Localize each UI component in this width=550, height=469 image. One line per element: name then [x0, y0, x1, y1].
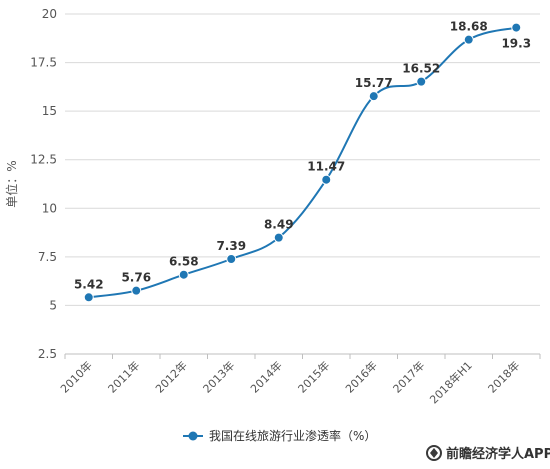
legend-label: 我国在线旅游行业渗透率（%）: [209, 428, 376, 443]
data-point[interactable]: [416, 76, 427, 87]
y-tick-label: 17.5: [30, 56, 57, 70]
data-point[interactable]: [178, 269, 189, 280]
y-tick-label: 15: [42, 104, 57, 118]
data-point[interactable]: [273, 232, 284, 243]
data-label: 7.39: [216, 239, 246, 253]
data-point[interactable]: [226, 253, 237, 264]
qianzhan-logo-icon: [426, 445, 442, 461]
x-tick-label: 2018年H1: [427, 358, 475, 406]
data-label: 18.68: [450, 20, 488, 34]
data-point[interactable]: [321, 174, 332, 185]
data-point[interactable]: [83, 292, 94, 303]
data-label: 5.42: [74, 277, 104, 291]
series-line: [88, 26, 517, 299]
data-points: [83, 22, 522, 303]
watermark: 前瞻经济学人APP: [426, 445, 550, 462]
watermark-text: 前瞻经济学人APP: [446, 446, 550, 462]
grid-lines: [65, 13, 540, 306]
data-label: 19.3: [501, 37, 531, 51]
x-tick-label: 2017年: [390, 358, 427, 395]
y-axis-label: 单位：%: [4, 160, 19, 207]
data-label: 15.77: [355, 76, 393, 90]
y-tick-label: 10: [42, 201, 57, 215]
data-point[interactable]: [511, 22, 522, 33]
legend[interactable]: 我国在线旅游行业渗透率（%）: [183, 428, 376, 443]
data-label: 8.49: [264, 218, 294, 232]
x-tick-label: 2015年: [295, 358, 332, 395]
y-tick-label: 12.5: [30, 153, 57, 167]
data-point[interactable]: [368, 91, 379, 102]
y-tick-label: 5: [49, 298, 57, 312]
x-tick-label: 2014年: [247, 358, 284, 395]
x-tick-label: 2018年: [485, 358, 522, 395]
data-label: 16.52: [402, 62, 440, 76]
data-label: 5.76: [121, 271, 151, 285]
x-tick-label: 2011年: [105, 358, 142, 395]
y-axis-ticks: 2.5 5 7.5 10 12.5 15 17.5 20: [30, 7, 57, 361]
data-labels: 5.42 5.76 6.58 7.39 8.49 11.47 15.77 16.52 18.68…: [74, 20, 531, 292]
legend-dot-marker: [188, 431, 198, 441]
y-tick-label: 2.5: [38, 347, 57, 361]
x-tick-label: 2016年: [342, 358, 379, 395]
x-axis-ticks: 2010年 2011年 2012年 2013年 2014年 2015年 2016年 2017年…: [57, 354, 541, 406]
x-tick-label: 2013年: [200, 358, 237, 395]
x-tick-label: 2010年: [57, 358, 94, 395]
y-tick-label: 7.5: [38, 250, 57, 264]
y-tick-label: 20: [42, 7, 57, 21]
data-point[interactable]: [131, 285, 142, 296]
data-point[interactable]: [463, 34, 474, 45]
data-label: 11.47: [307, 160, 345, 174]
data-label: 6.58: [169, 255, 199, 269]
x-tick-label: 2012年: [152, 358, 189, 395]
